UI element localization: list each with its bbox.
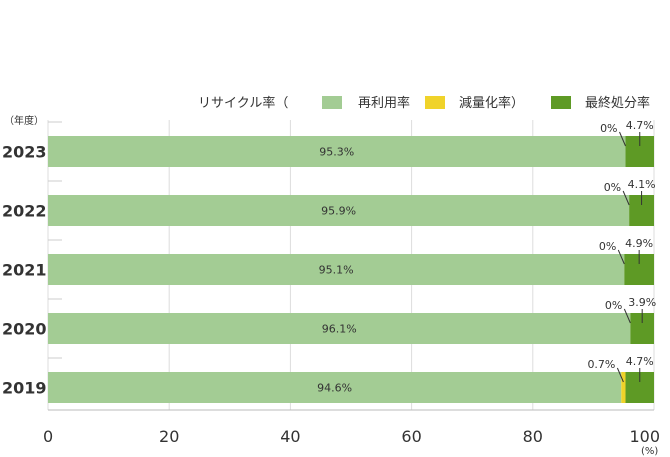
leader-line-2023-series-1	[619, 131, 626, 147]
data-label-2023-series-0: 95.3%	[319, 146, 354, 159]
legend-label-0: 再利用率	[358, 95, 410, 111]
data-label-2023-series-1: 0%	[600, 122, 617, 135]
data-label-2021-series-0: 95.1%	[319, 264, 354, 277]
x-tick-label-20: 20	[159, 427, 179, 446]
legend-layer: リサイクル率（ 再利用率 減量化率） 最終処分率	[198, 95, 650, 111]
legend-swatch-1	[425, 96, 445, 109]
x-tick-label-0: 0	[43, 427, 53, 446]
x-tick-label-40: 40	[280, 427, 300, 446]
data-label-2021-series-1: 0%	[599, 240, 616, 253]
bar-2020-series-2	[630, 313, 654, 344]
legend-title: リサイクル率（	[198, 95, 288, 111]
bar-2022-series-0	[48, 195, 630, 226]
bar-layer	[48, 136, 654, 403]
leader-line-2021-series-1	[617, 249, 625, 265]
year-label-2020: 2020	[2, 320, 47, 339]
data-label-2020-series-2: 3.9%	[628, 296, 656, 309]
axis-layer: 0 20 40 60 80 100 2023 2022 2021 2020 2019	[2, 121, 660, 446]
bar-2023-series-0	[48, 136, 626, 167]
bar-2019-series-0	[48, 372, 622, 403]
label-layer: 95.3% 4.7% 0% 95.9% 4.1% 0% 95.1% 4.9% 0% 96.1% 3.…	[317, 119, 656, 395]
category-axis-label: （年度）	[4, 114, 44, 127]
leader-line-2020-series-1	[623, 308, 631, 324]
data-label-2023-series-2: 4.7%	[626, 119, 654, 132]
year-label-2023: 2023	[2, 143, 47, 162]
data-label-2019-series-1: 0.7%	[587, 358, 615, 371]
legend-label-1: 減量化率）	[459, 95, 524, 111]
data-label-2020-series-1: 0%	[605, 299, 622, 312]
legend-label-2: 最終処分率	[585, 95, 650, 111]
year-label-2021: 2021	[2, 261, 47, 280]
data-label-2019-series-0: 94.6%	[317, 382, 352, 395]
data-label-2020-series-0: 96.1%	[322, 323, 357, 336]
bar-2020-series-0	[48, 313, 631, 344]
bar-2021-series-0	[48, 254, 625, 285]
value-axis-unit: (%)	[641, 446, 658, 457]
legend-swatch-2	[551, 96, 571, 109]
data-label-2022-series-1: 0%	[604, 181, 621, 194]
year-label-2019: 2019	[2, 379, 47, 398]
x-tick-label-100: 100	[629, 427, 660, 446]
data-label-2019-series-2: 4.7%	[626, 355, 654, 368]
x-tick-label-80: 80	[523, 427, 543, 446]
leader-line-2019-series-1	[616, 367, 624, 383]
legend-swatch-0	[322, 96, 342, 109]
data-label-2021-series-2: 4.9%	[625, 237, 653, 250]
x-tick-label-60: 60	[401, 427, 421, 446]
data-label-2022-series-2: 4.1%	[628, 178, 656, 191]
year-label-2022: 2022	[2, 202, 47, 221]
leader-line-2022-series-1	[622, 190, 630, 206]
data-label-2022-series-0: 95.9%	[321, 205, 356, 218]
bar-2019-series-1	[621, 372, 626, 403]
